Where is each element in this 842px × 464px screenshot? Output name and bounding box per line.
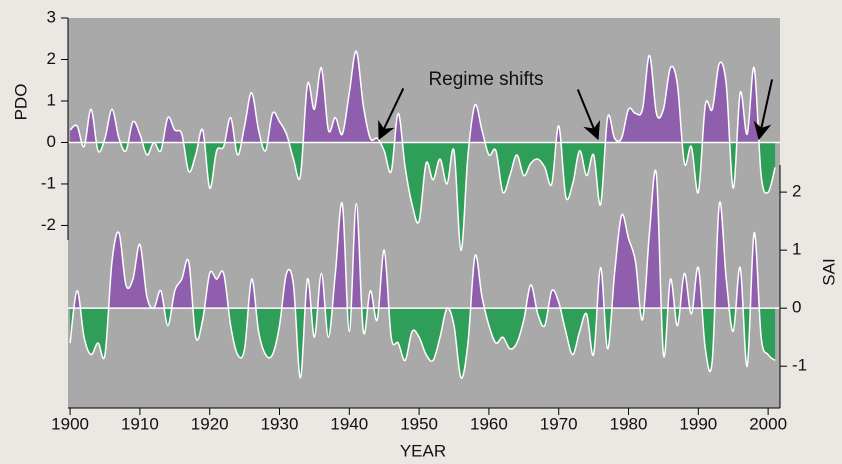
x-axis-title: YEAR xyxy=(400,441,446,460)
x-tick-label: 1930 xyxy=(261,414,299,433)
y-tick-label: 2 xyxy=(47,49,56,68)
y2-tick-label: 2 xyxy=(792,182,801,201)
y-tick-label: -2 xyxy=(41,215,56,234)
x-tick-label: 1990 xyxy=(679,414,717,433)
y-tick-label: -1 xyxy=(41,173,56,192)
positive-area xyxy=(73,170,760,309)
annotation-arrow xyxy=(753,79,774,141)
y-axis-title: PDO xyxy=(11,84,30,121)
y-tick-label: 3 xyxy=(47,7,56,26)
series-line xyxy=(69,169,776,379)
x-tick-label: 1940 xyxy=(330,414,368,433)
annotation-arrow xyxy=(378,88,405,141)
negative-area xyxy=(81,142,776,251)
annotation-arrow xyxy=(576,89,601,141)
x-tick-label: 1920 xyxy=(191,414,229,433)
x-tick-label: 1900 xyxy=(51,414,89,433)
y-tick-label: 1 xyxy=(47,90,56,109)
y2-axis-title: SAI xyxy=(819,258,838,285)
y2-tick-label: 0 xyxy=(792,298,801,317)
x-tick-label: 1950 xyxy=(400,414,438,433)
annotation: Regime shifts xyxy=(428,69,543,90)
x-tick-label: 1960 xyxy=(470,414,508,433)
y2-tick-label: -1 xyxy=(792,356,807,375)
x-tick-label: 1970 xyxy=(540,414,578,433)
x-tick-label: 2000 xyxy=(749,414,787,433)
x-tick-label: 1910 xyxy=(121,414,159,433)
series-line xyxy=(69,50,776,252)
y2-tick-label: 1 xyxy=(792,240,801,259)
x-tick-label: 1980 xyxy=(610,414,648,433)
y-tick-label: 0 xyxy=(47,132,56,151)
